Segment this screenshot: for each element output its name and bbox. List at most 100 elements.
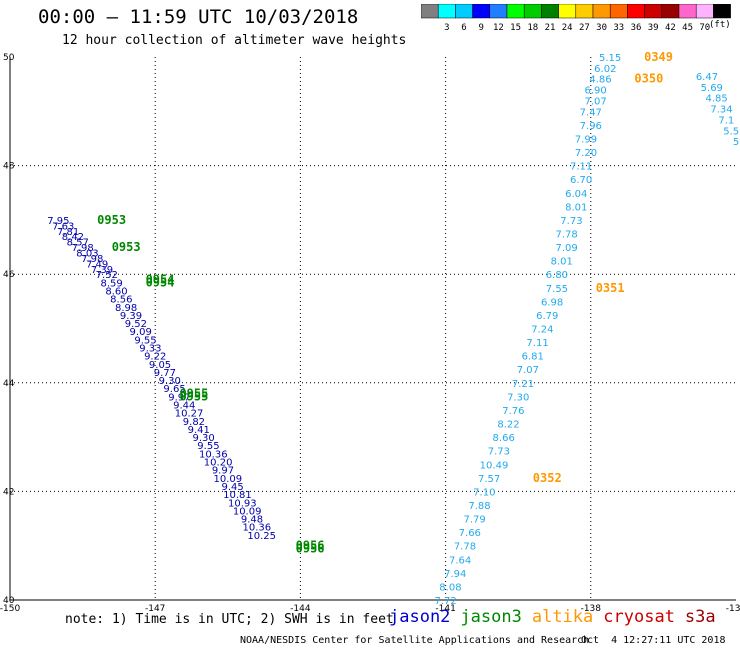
wave-height-label: 7.96 [580,121,602,132]
wave-height-label: 8.57 [67,238,89,249]
wave-height-label: 7.73 [488,447,510,458]
x-tick-label: -135 [726,604,740,614]
pass-time-label: 0953 [97,213,126,227]
x-tick-label: -138 [581,604,602,614]
wave-height-label: 5.5 [723,126,739,137]
pass-time-label: 0350 [634,72,663,86]
wave-height-label: 10.93 [228,498,257,509]
wave-height-label: 7.72 [434,596,456,607]
legend-entry: cryosat [603,607,675,627]
colorbar-tick-label: 42 [665,23,676,33]
wave-height-label: 10.25 [247,531,276,542]
colorbar-tick-label: 18 [527,23,538,33]
wave-height-label: 9.55 [197,441,219,452]
satellite-legend: jason2 jason3 altika cryosat s3a [389,607,726,627]
wave-height-label: 9.39 [120,311,142,322]
wave-height-label: 7.24 [531,325,553,336]
wave-height-label: 7.79 [464,515,486,526]
x-tick-label: -144 [290,604,311,614]
wave-height-label: 7.64 [449,555,471,566]
wave-height-label: 6.80 [546,270,568,281]
colorbar-tick-label: 36 [631,23,642,33]
colorbar-unit: (ft) [709,20,731,30]
colorbar-tick-label: 21 [545,23,556,33]
wave-height-label: 7.57 [478,474,500,485]
legend-entry: jason3 [460,607,522,627]
wave-height-label: 7.11 [526,338,548,349]
wave-height-label: 7.94 [444,569,466,580]
wave-height-label: 6.79 [536,311,558,322]
wave-height-label: 7.66 [459,528,481,539]
wave-height-label: 5.69 [701,83,723,94]
wave-height-label: 7.09 [555,243,577,254]
wave-height-label: 10.81 [223,490,252,501]
footer-date: Oct 4 12:27:11 UTC 2018 [581,635,726,646]
wave-height-label: 9.48 [241,515,263,526]
colorbar-tick-label: 15 [510,23,521,33]
wave-height-label: 9.65 [163,384,185,395]
wave-height-label: 7.21 [512,379,534,390]
colorbar-tick-label: 9 [478,23,483,33]
wave-height-label: 4.86 [589,75,611,86]
wave-height-label: 7.98 [81,254,103,265]
wave-height-label: 6.98 [541,297,563,308]
colorbar-tick-label: 27 [579,23,590,33]
legend-entry: s3a [684,607,716,627]
pass-time-label: 0956 [296,539,325,553]
wave-height-label: 7.88 [468,501,490,512]
colorbar-tick-label: 39 [648,23,659,33]
pass-time-label: 0953 [112,240,141,254]
wave-height-label: 8.59 [101,278,123,289]
legend-entry: altika [531,607,594,627]
wave-height-label: 10.09 [233,506,262,517]
wave-height-label: 7.52 [96,270,118,281]
wave-height-colorbar: 3 6 9 12 15 18 21 24 27 30 33 36 39 42 45 70 [421,4,731,33]
wave-height-label: 8.66 [493,433,515,444]
wave-height-label: 7.30 [507,392,529,403]
pass-time-label: 0954 [146,275,175,289]
colorbar-tick-label: 6 [461,23,466,33]
wave-height-label: 9.09 [130,327,152,338]
wave-height-label: 10.20 [204,458,233,469]
colorbar-tick-label: 33 [613,23,624,33]
legend-entry: jason2 [389,607,451,627]
wave-height-label: 7.20 [575,148,597,159]
wave-height-label: 7.78 [454,542,476,553]
y-tick-label: 46 [3,270,15,280]
wave-height-label: 7.73 [560,216,582,227]
wave-height-label: 10.27 [175,409,204,420]
wave-height-label: 9.77 [154,368,176,379]
wave-height-label: 6.04 [565,189,587,200]
wave-height-label: 9.97 [212,466,234,477]
chart-title: 00:00 — 11:59 UTC 10/03/2018 [38,6,359,28]
wave-height-label: 10.36 [243,523,272,534]
wave-height-label: 5.15 [599,53,621,64]
wave-height-label: 9.52 [125,319,147,330]
y-tick-label: 42 [3,487,14,497]
wave-height-label: 7.1 [718,115,734,126]
wave-height-label: 10.36 [199,449,228,460]
wave-height-label: 7.55 [546,284,568,295]
wave-height-label: 8.60 [105,286,127,297]
pass-time-label: 0956 [296,541,325,555]
wave-height-label: 8.03 [76,248,98,259]
wave-height-label: 10.09 [213,474,242,485]
wave-height-label: 8.01 [565,202,587,213]
footer-note: note: 1) Time is in UTC; 2) SWH is in fe… [65,612,394,627]
x-tick-label: -147 [145,604,165,614]
wave-height-label: 9.41 [188,425,210,436]
wave-height-label: 9.45 [222,482,244,493]
wave-height-label: 8.22 [497,420,519,431]
wave-height-label: 9.05 [149,360,171,371]
wave-height-label: 6.47 [696,72,718,83]
y-tick-label: 40 [3,596,15,606]
wave-height-label: 7.63 [52,221,74,232]
wave-height-label: 8.42 [62,232,84,243]
wave-height-label: 9.30 [192,433,214,444]
x-tick-label: -141 [435,604,455,614]
wave-height-label: 7.39 [91,265,113,276]
colorbar-tick-label: 24 [562,23,573,33]
wave-height-label: 6.81 [522,352,544,363]
wave-height-label: 6.02 [594,64,616,75]
